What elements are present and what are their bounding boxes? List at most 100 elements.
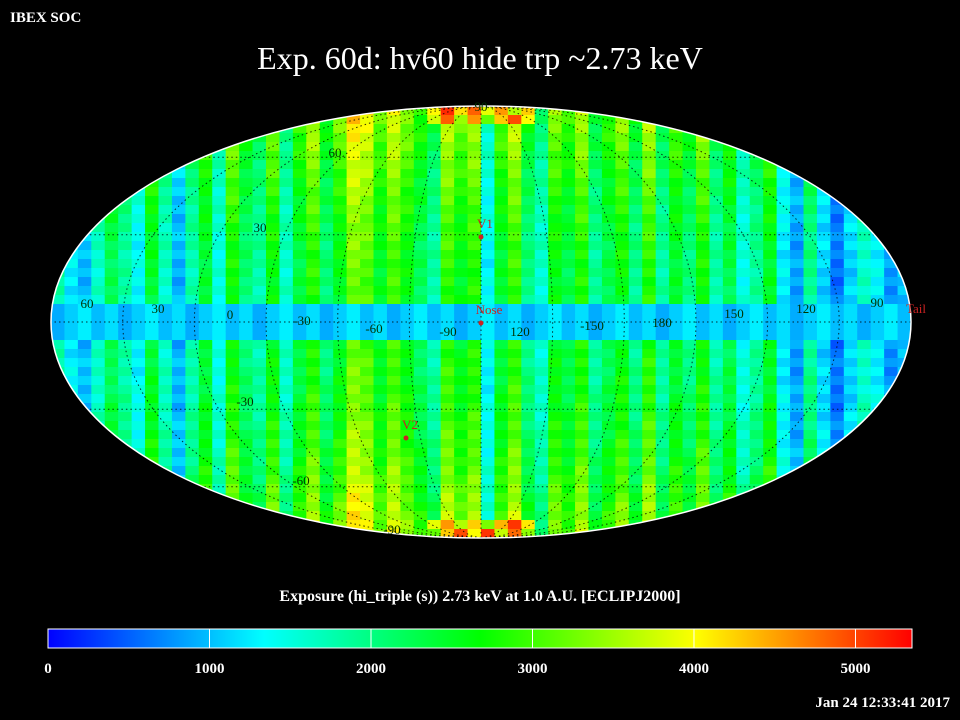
exposure-cell	[494, 124, 509, 134]
exposure-cell	[386, 277, 401, 287]
exposure-cell	[386, 259, 401, 269]
exposure-cell	[185, 268, 200, 278]
exposure-cell	[642, 349, 657, 359]
exposure-cell	[171, 304, 186, 314]
exposure-cell	[171, 358, 186, 368]
exposure-cell	[870, 430, 885, 440]
exposure-cell	[736, 151, 751, 161]
exposure-cell	[104, 187, 119, 197]
exposure-cell	[131, 520, 146, 530]
exposure-cell	[266, 421, 281, 431]
exposure-cell	[870, 223, 885, 233]
exposure-cell	[655, 178, 670, 188]
exposure-cell	[669, 142, 684, 152]
exposure-cell	[427, 502, 442, 512]
exposure-cell	[306, 322, 321, 332]
exposure-cell	[655, 511, 670, 521]
exposure-cell	[158, 493, 173, 503]
exposure-cell	[642, 511, 657, 521]
exposure-cell	[763, 403, 778, 413]
exposure-cell	[171, 196, 186, 206]
exposure-cell	[104, 142, 119, 152]
exposure-cell	[776, 493, 791, 503]
exposure-cell	[709, 394, 724, 404]
exposure-cell	[171, 295, 186, 305]
exposure-cell	[198, 466, 213, 476]
exposure-cell	[561, 259, 576, 269]
exposure-cell	[292, 457, 307, 467]
graticule-line	[480, 106, 769, 538]
exposure-cell	[682, 403, 697, 413]
exposure-cell	[628, 196, 643, 206]
exposure-cell	[118, 268, 133, 278]
exposure-cell	[145, 187, 160, 197]
exposure-cell	[77, 376, 92, 386]
exposure-cell	[400, 430, 415, 440]
exposure-cell	[481, 187, 496, 197]
exposure-cell	[333, 484, 348, 494]
exposure-cell	[225, 115, 240, 125]
exposure-cell	[843, 520, 858, 530]
exposure-cell	[561, 349, 576, 359]
exposure-cell	[51, 511, 66, 521]
exposure-cell	[373, 160, 388, 170]
exposure-cell	[843, 169, 858, 179]
exposure-cell	[736, 124, 751, 134]
exposure-cell	[454, 160, 469, 170]
exposure-cell	[279, 358, 294, 368]
exposure-cell	[790, 313, 805, 323]
exposure-cell	[628, 250, 643, 260]
exposure-cell	[386, 358, 401, 368]
exposure-cell	[481, 502, 496, 512]
exposure-cell	[225, 430, 240, 440]
exposure-cell	[722, 349, 737, 359]
exposure-cell	[413, 403, 428, 413]
exposure-cell	[198, 520, 213, 530]
exposure-cell	[104, 277, 119, 287]
exposure-cell	[185, 403, 200, 413]
exposure-cell	[427, 223, 442, 233]
grid-label: 30	[152, 301, 165, 316]
exposure-cell	[655, 421, 670, 431]
exposure-cell	[897, 493, 911, 503]
exposure-cell	[521, 430, 536, 440]
exposure-cell	[400, 205, 415, 215]
exposure-cell	[884, 529, 899, 538]
exposure-cell	[145, 448, 160, 458]
exposure-cell	[118, 421, 133, 431]
exposure-cell	[534, 358, 549, 368]
exposure-cell	[736, 259, 751, 269]
exposure-cell	[185, 349, 200, 359]
exposure-cell	[252, 187, 267, 197]
exposure-cell	[682, 268, 697, 278]
exposure-cell	[696, 142, 711, 152]
exposure-cell	[588, 421, 603, 431]
exposure-cell	[615, 241, 630, 251]
exposure-cell	[816, 421, 831, 431]
exposure-cell	[642, 223, 657, 233]
exposure-cell	[440, 160, 455, 170]
exposure-cell	[279, 340, 294, 350]
exposure-cell	[373, 358, 388, 368]
exposure-cell	[494, 115, 509, 125]
exposure-cell	[131, 466, 146, 476]
exposure-cell	[776, 232, 791, 242]
exposure-cell	[171, 529, 186, 538]
exposure-cell	[279, 466, 294, 476]
exposure-cell	[239, 475, 254, 485]
exposure-cell	[682, 187, 697, 197]
exposure-cell	[507, 232, 522, 242]
exposure-cell	[333, 322, 348, 332]
exposure-cell	[763, 295, 778, 305]
exposure-cell	[897, 160, 911, 170]
exposure-cell	[843, 286, 858, 296]
exposure-cell	[588, 250, 603, 260]
exposure-cell	[816, 304, 831, 314]
exposure-cell	[575, 430, 590, 440]
exposure-cell	[91, 376, 106, 386]
exposure-cell	[816, 124, 831, 134]
exposure-cell	[682, 133, 697, 143]
exposure-cell	[790, 367, 805, 377]
exposure-cell	[803, 367, 818, 377]
exposure-cell	[561, 331, 576, 341]
